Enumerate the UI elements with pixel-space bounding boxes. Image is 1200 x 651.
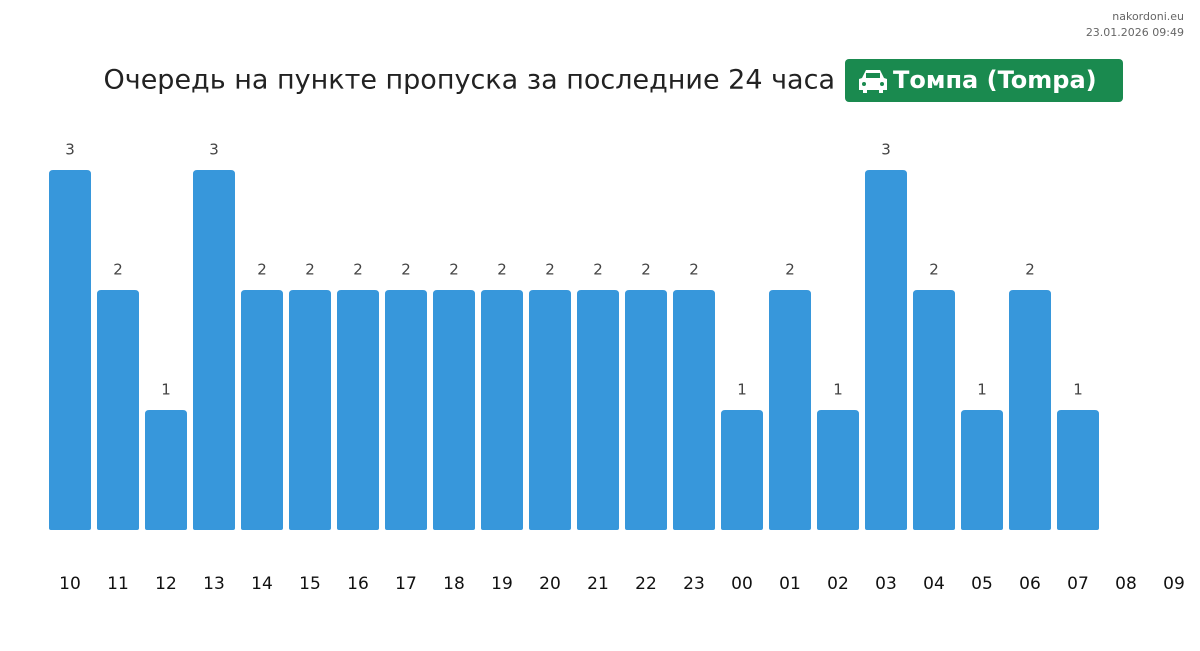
value-label: 2 — [449, 261, 459, 279]
value-label: 2 — [545, 261, 555, 279]
bar — [769, 290, 811, 530]
x-tick-label: 17 — [395, 574, 417, 594]
x-tick-label: 05 — [971, 574, 993, 594]
badge-text: Томпа (Tompa) — [893, 66, 1097, 94]
bar — [145, 410, 187, 530]
x-tick-label: 18 — [443, 574, 465, 594]
bar — [625, 290, 667, 530]
bar — [913, 290, 955, 530]
bar — [673, 290, 715, 530]
value-label: 2 — [257, 261, 267, 279]
value-label: 3 — [881, 141, 891, 159]
value-label: 1 — [977, 381, 987, 399]
x-tick-label: 15 — [299, 574, 321, 594]
bar — [97, 290, 139, 530]
bar — [337, 290, 379, 530]
x-tick-label: 20 — [539, 574, 561, 594]
x-tick-label: 00 — [731, 574, 753, 594]
x-tick-label: 09 — [1163, 574, 1185, 594]
x-tick-label: 08 — [1115, 574, 1137, 594]
value-label: 2 — [689, 261, 699, 279]
value-label: 1 — [833, 381, 843, 399]
x-tick-label: 21 — [587, 574, 609, 594]
x-tick-label: 16 — [347, 574, 369, 594]
value-label: 2 — [305, 261, 315, 279]
bar — [193, 170, 235, 530]
bar — [481, 290, 523, 530]
bar — [529, 290, 571, 530]
bar — [49, 170, 91, 530]
value-label: 1 — [1073, 381, 1083, 399]
x-tick-label: 07 — [1067, 574, 1089, 594]
value-label: 2 — [353, 261, 363, 279]
x-tick-label: 04 — [923, 574, 945, 594]
value-label: 3 — [209, 141, 219, 159]
site-name: nakordoni.eu — [1112, 10, 1184, 23]
x-tick-label: 23 — [683, 574, 705, 594]
x-tick-label: 10 — [59, 574, 81, 594]
x-tick-label: 22 — [635, 574, 657, 594]
x-tick-label: 03 — [875, 574, 897, 594]
x-tick-label: 11 — [107, 574, 129, 594]
value-label: 2 — [929, 261, 939, 279]
bar — [385, 290, 427, 530]
bar — [289, 290, 331, 530]
bar — [961, 410, 1003, 530]
bar — [865, 170, 907, 530]
bar — [1009, 290, 1051, 530]
x-tick-label: 12 — [155, 574, 177, 594]
value-label: 1 — [161, 381, 171, 399]
x-tick-label: 13 — [203, 574, 225, 594]
x-tick-label: 02 — [827, 574, 849, 594]
x-tick-label: 14 — [251, 574, 273, 594]
x-tick-label: 06 — [1019, 574, 1041, 594]
car-icon — [859, 70, 887, 93]
value-label: 1 — [737, 381, 747, 399]
bar — [1057, 410, 1099, 530]
value-label: 2 — [593, 261, 603, 279]
value-label: 2 — [401, 261, 411, 279]
bar — [433, 290, 475, 530]
bar — [721, 410, 763, 530]
value-label: 2 — [641, 261, 651, 279]
x-tick-label: 01 — [779, 574, 801, 594]
chart-title: Очередь на пункте пропуска за последние … — [103, 65, 835, 96]
badge — [845, 59, 1123, 102]
bar — [241, 290, 283, 530]
bar — [577, 290, 619, 530]
value-label: 2 — [1025, 261, 1035, 279]
value-label: 3 — [65, 141, 75, 159]
bar — [817, 410, 859, 530]
timestamp: 23.01.2026 09:49 — [1086, 26, 1184, 39]
value-label: 2 — [497, 261, 507, 279]
x-tick-label: 19 — [491, 574, 513, 594]
value-label: 2 — [113, 261, 123, 279]
value-label: 2 — [785, 261, 795, 279]
